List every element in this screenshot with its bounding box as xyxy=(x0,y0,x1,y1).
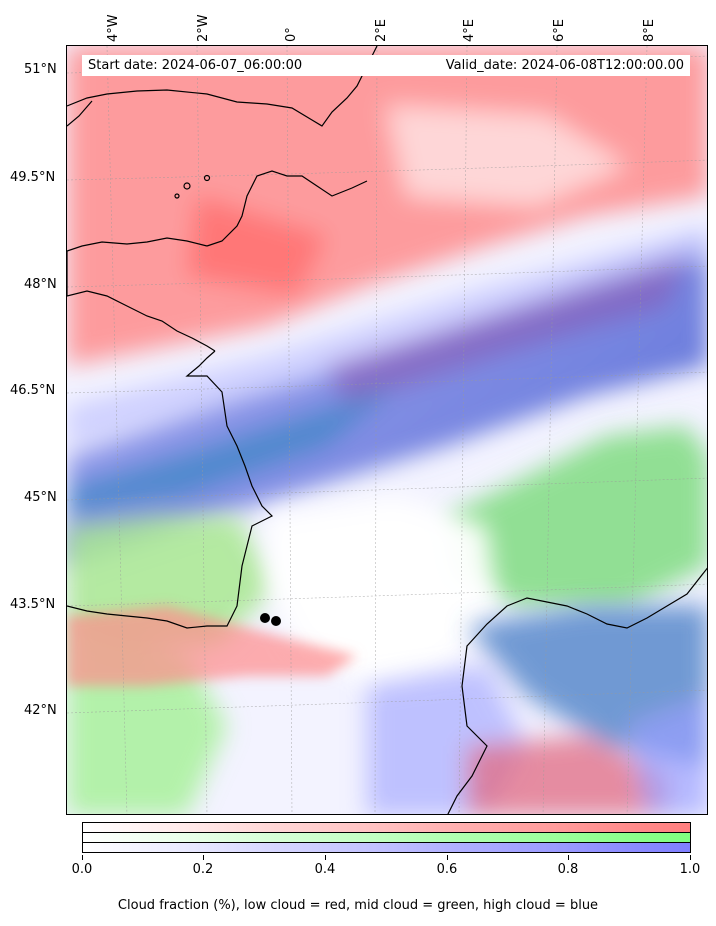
colorbar xyxy=(82,822,691,853)
point-markers xyxy=(260,613,281,626)
colorbar-mid-cloud xyxy=(83,833,690,843)
low-cloud-region-southwest xyxy=(67,606,357,686)
lon-label-2w: 2°W xyxy=(196,14,211,42)
high-cloud-band xyxy=(67,226,707,566)
lon-label-8e: 8°E xyxy=(642,19,657,42)
lat-label-43-5: 43.5°N xyxy=(10,597,56,612)
low-cloud-region-north xyxy=(67,46,707,366)
map-canvas xyxy=(67,46,707,814)
start-date-label: Start date: 2024-06-07_06:00:00 xyxy=(88,58,303,73)
lon-label-0: 0° xyxy=(284,27,299,42)
lat-label-48: 48°N xyxy=(24,277,57,292)
colorbar-tick xyxy=(82,855,83,860)
lat-label-49-5: 49.5°N xyxy=(10,170,56,185)
lon-label-4w: 4°W xyxy=(106,14,121,42)
lon-label-2e: 2°E xyxy=(374,19,389,42)
colorbar-tick-label: 0.8 xyxy=(557,862,579,877)
date-header: Start date: 2024-06-07_06:00:00 Valid_da… xyxy=(82,55,690,76)
clear-sky-region xyxy=(267,496,497,686)
colorbar-tick-label: 0.0 xyxy=(71,862,93,877)
colorbar-tick xyxy=(203,855,204,860)
cloud-fraction-map xyxy=(66,45,708,815)
lon-label-4e: 4°E xyxy=(462,19,477,42)
point-marker xyxy=(260,613,270,623)
colorbar-tick-label: 1.0 xyxy=(679,862,701,877)
lat-label-51: 51°N xyxy=(24,62,57,77)
graticule xyxy=(67,46,707,814)
lon-label-6e: 6°E xyxy=(552,19,567,42)
lat-label-46-5: 46.5°N xyxy=(10,383,56,398)
valid-date-label: Valid_date: 2024-06-08T12:00:00.00 xyxy=(445,58,684,73)
lat-label-42: 42°N xyxy=(24,703,57,718)
colorbar-low-cloud xyxy=(83,823,690,833)
coastlines xyxy=(67,46,707,814)
mediterranean-clouds xyxy=(367,606,707,814)
colorbar-tick-label: 0.2 xyxy=(192,862,214,877)
lat-label-45: 45°N xyxy=(24,490,57,505)
colorbar-tick xyxy=(690,855,691,860)
colorbar-tick-label: 0.6 xyxy=(436,862,458,877)
colorbar-high-cloud xyxy=(83,843,690,852)
colorbar-caption: Cloud fraction (%), low cloud = red, mid… xyxy=(117,898,599,913)
colorbar-tick xyxy=(568,855,569,860)
colorbar-tick xyxy=(447,855,448,860)
point-marker xyxy=(271,616,281,626)
colorbar-tick-label: 0.4 xyxy=(314,862,336,877)
colorbar-tick xyxy=(325,855,326,860)
